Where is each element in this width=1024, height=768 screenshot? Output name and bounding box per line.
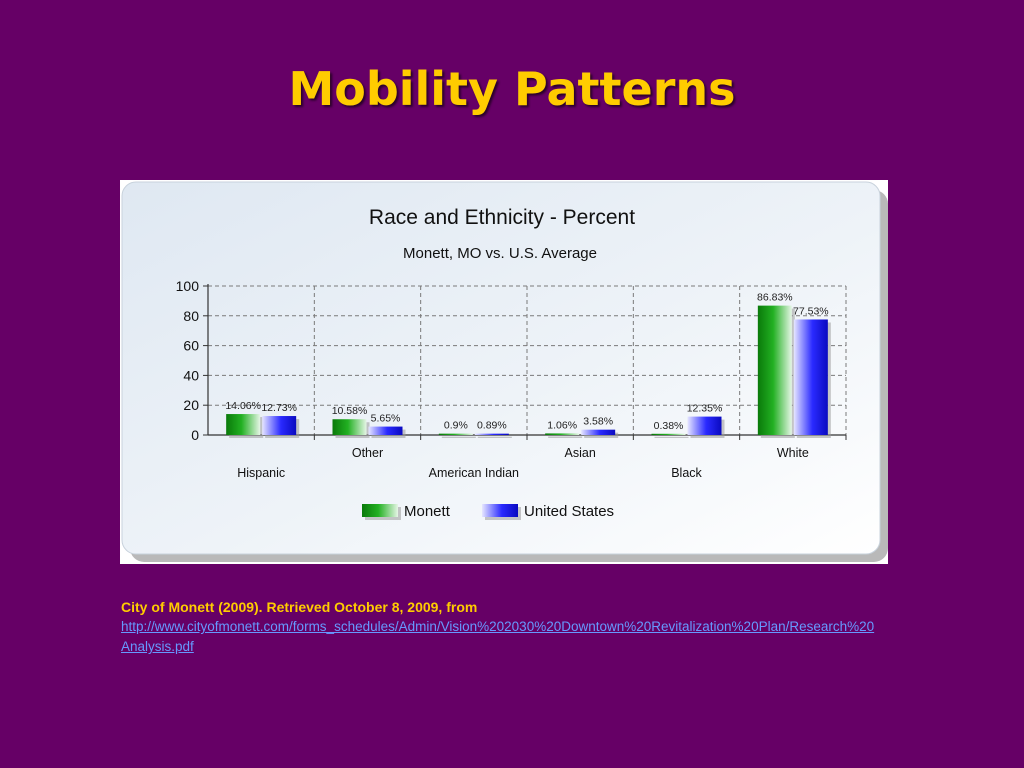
bar-united-states: [581, 429, 616, 435]
y-tick-label: 40: [183, 367, 199, 383]
data-label: 14.06%: [225, 400, 261, 412]
legend-label: United States: [524, 503, 614, 520]
data-label: 0.89%: [477, 420, 507, 432]
data-label: 1.06%: [547, 419, 577, 431]
legend-swatch: [362, 504, 398, 517]
x-category-label: American Indian: [429, 466, 519, 480]
data-label: 77.53%: [793, 305, 829, 317]
bar-united-states: [368, 426, 403, 435]
bar-monett: [226, 414, 261, 435]
chart-subtitle: Monett, MO vs. U.S. Average: [403, 245, 597, 262]
chart-title: Race and Ethnicity - Percent: [369, 206, 635, 229]
x-category-label: Hispanic: [237, 466, 285, 480]
y-tick-label: 20: [183, 397, 199, 413]
race-ethnicity-chart: Race and Ethnicity - Percent Monett, MO …: [121, 181, 888, 562]
citation-text: City of Monett (2009). Retrieved October…: [121, 599, 478, 615]
data-label: 0.38%: [654, 420, 684, 432]
data-label: 0.9%: [444, 420, 468, 432]
bar-shadow: [441, 436, 476, 438]
y-tick-label: 60: [183, 338, 199, 354]
bar-shadow: [548, 436, 583, 438]
bar-monett: [651, 433, 686, 435]
y-tick-label: 100: [176, 278, 200, 294]
data-label: 5.65%: [371, 413, 401, 425]
bar-united-states: [474, 433, 509, 435]
data-label: 12.35%: [687, 403, 723, 415]
data-label: 3.58%: [583, 416, 613, 428]
bar-monett: [757, 305, 792, 435]
data-label: 86.83%: [757, 292, 793, 304]
x-category-label: Asian: [565, 446, 596, 460]
bar-shadow: [654, 436, 689, 438]
x-category-label: White: [777, 446, 809, 460]
x-category-label: Other: [352, 446, 383, 460]
plot-area: 0 20 40 60 80 100 Hispanic 14.06% 12.73% Other 10.…: [176, 278, 847, 480]
bar-monett: [332, 419, 367, 435]
citation-link[interactable]: http://www.cityofmonett.com/forms_schedu…: [121, 619, 875, 654]
bar-shadow: [584, 432, 619, 438]
chart-panel: [121, 181, 881, 555]
legend-swatch: [482, 504, 518, 517]
bar-monett: [545, 433, 580, 435]
data-label: 10.58%: [332, 405, 368, 417]
slide-title: Mobility Patterns: [288, 62, 736, 116]
legend-label: Monett: [404, 503, 451, 520]
bar-united-states: [793, 319, 828, 435]
bar-united-states: [262, 416, 297, 435]
bar-monett: [438, 433, 473, 435]
bar-united-states: [687, 416, 722, 435]
data-label: 12.73%: [261, 402, 297, 414]
chart-frame: Race and Ethnicity - Percent Monett, MO …: [120, 180, 888, 564]
y-tick-label: 80: [183, 308, 199, 324]
x-category-label: Black: [671, 466, 702, 480]
y-tick-label: 0: [191, 427, 199, 443]
bar-shadow: [477, 436, 512, 438]
chart-legend: Monett United States: [362, 503, 614, 520]
